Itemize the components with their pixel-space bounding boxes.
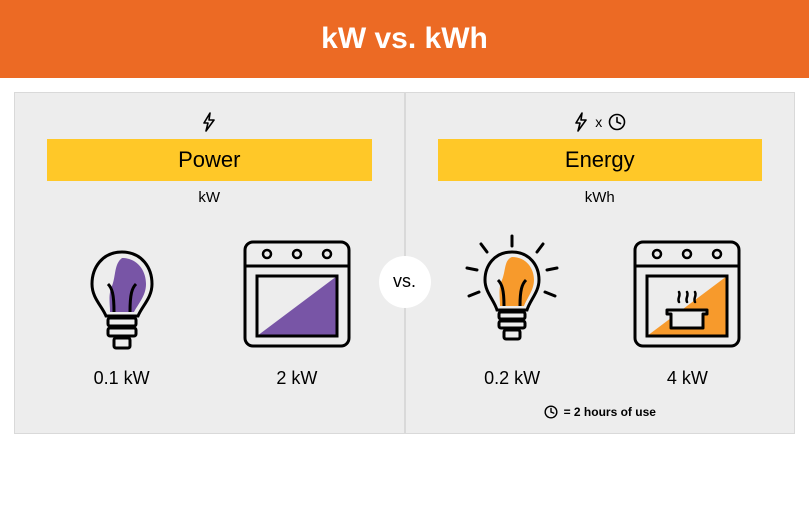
power-formula: [39, 111, 380, 133]
oven-cooking-icon: [627, 234, 747, 354]
vs-badge: vs.: [379, 256, 431, 308]
energy-bulb-value: 0.2 kW: [430, 368, 595, 389]
energy-oven-value: 4 kW: [605, 368, 770, 389]
power-oven-item: 2 kW: [214, 234, 379, 389]
energy-label: Energy: [565, 147, 635, 172]
header-banner: kW vs. kWh: [0, 0, 809, 78]
power-bulb-item: 0.1 kW: [39, 244, 204, 389]
bolt-icon: [201, 112, 217, 132]
bolt-icon: [573, 112, 589, 132]
formula-multiply: x: [595, 114, 602, 130]
power-label: Power: [178, 147, 240, 172]
page-title: kW vs. kWh: [321, 22, 488, 55]
power-unit: kW: [39, 189, 380, 206]
lightbulb-icon: [82, 244, 162, 354]
power-oven-value: 2 kW: [214, 368, 379, 389]
power-label-band: Power: [47, 139, 372, 181]
comparison-content: Power kW 0.1 kW: [0, 78, 809, 442]
power-bulb-value: 0.1 kW: [39, 368, 204, 389]
power-panel: Power kW 0.1 kW: [14, 92, 405, 434]
energy-footnote: = 2 hours of use: [430, 405, 771, 419]
oven-icon: [237, 234, 357, 354]
energy-oven-item: 4 kW: [605, 234, 770, 389]
energy-bulb-item: 0.2 kW: [430, 234, 595, 389]
energy-formula: x: [430, 111, 771, 133]
energy-unit: kWh: [430, 189, 771, 206]
energy-panel: x Energy kWh: [405, 92, 796, 434]
energy-label-band: Energy: [438, 139, 763, 181]
clock-icon: [608, 113, 626, 131]
lightbulb-on-icon: [457, 234, 567, 354]
clock-icon: [544, 405, 558, 419]
footnote-text: = 2 hours of use: [564, 405, 656, 419]
vs-text: vs.: [393, 271, 416, 292]
